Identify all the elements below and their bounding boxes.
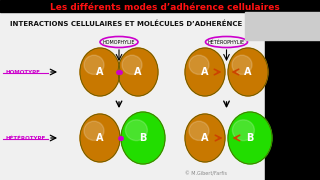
Text: HÉTÉROPHYLIE: HÉTÉROPHYLIE: [208, 39, 245, 44]
Ellipse shape: [232, 55, 252, 74]
Text: HOMOPHYLIE: HOMOPHYLIE: [103, 39, 135, 44]
Ellipse shape: [185, 48, 225, 96]
Bar: [265, 0, 320, 180]
Ellipse shape: [121, 112, 165, 164]
Text: INTERACTIONS CELLULAIRES ET MOLÉCULES D’ADHERÉNCE: INTERACTIONS CELLULAIRES ET MOLÉCULES D’…: [10, 20, 242, 26]
Ellipse shape: [122, 55, 142, 74]
Ellipse shape: [80, 48, 120, 96]
Text: A: A: [201, 133, 209, 143]
Text: A: A: [134, 67, 142, 77]
Ellipse shape: [232, 120, 254, 141]
Ellipse shape: [125, 120, 148, 141]
Ellipse shape: [189, 55, 209, 74]
Ellipse shape: [84, 55, 104, 74]
Ellipse shape: [84, 121, 104, 140]
Text: A: A: [201, 67, 209, 77]
Text: HOMOTYPE: HOMOTYPE: [5, 69, 40, 75]
Bar: [0, 0, 265, 12]
Bar: [0, 12, 265, 180]
Ellipse shape: [185, 114, 225, 162]
Text: A: A: [96, 67, 104, 77]
Text: © M.Gibert/Farfis: © M.Gibert/Farfis: [185, 171, 227, 177]
Text: Les différents modes d’adhérence cellulaires: Les différents modes d’adhérence cellula…: [50, 3, 280, 12]
Text: A: A: [244, 67, 252, 77]
Text: A: A: [96, 133, 104, 143]
Ellipse shape: [228, 48, 268, 96]
Ellipse shape: [118, 48, 158, 96]
Bar: [245, 12, 320, 40]
Text: HÉTÉROTYPE: HÉTÉROTYPE: [5, 136, 45, 141]
Ellipse shape: [228, 112, 272, 164]
Text: B: B: [246, 133, 254, 143]
Text: B: B: [139, 133, 147, 143]
Ellipse shape: [189, 121, 209, 140]
Ellipse shape: [80, 114, 120, 162]
